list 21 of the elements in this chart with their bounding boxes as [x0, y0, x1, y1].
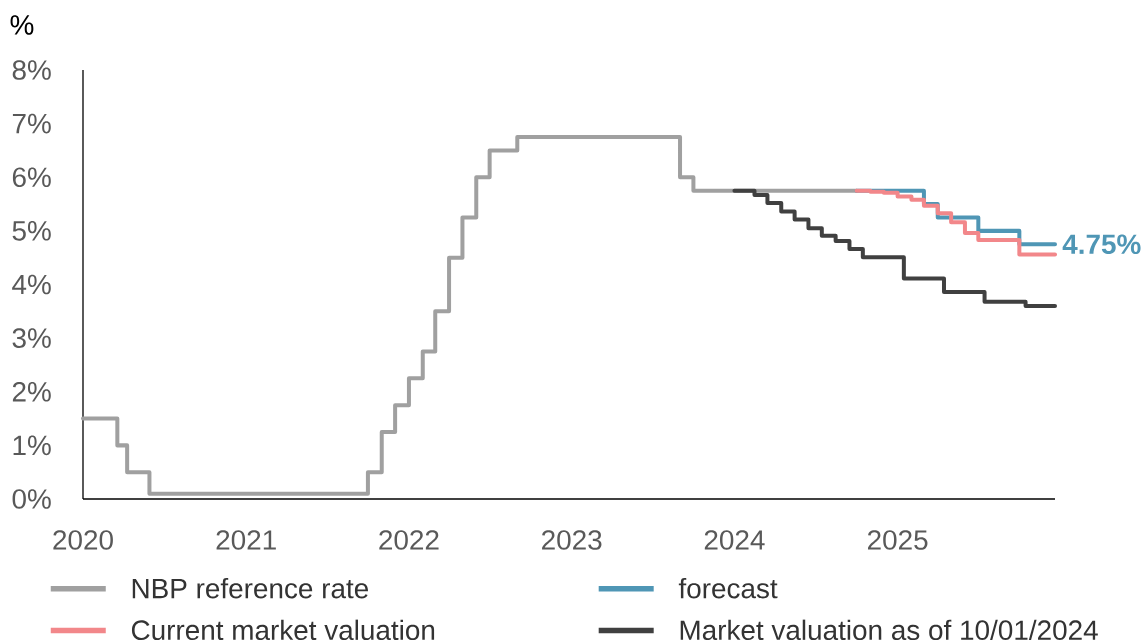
x-tick-label: 2020 [53, 530, 113, 550]
x-tick-label: 2025 [868, 530, 928, 550]
legend-label: NBP reference rate [132, 577, 368, 599]
legend-label: Market valuation as of 10/01/2024 [680, 619, 1098, 641]
y-tick-label: 8% [12, 60, 51, 80]
y-tick-label: 2% [12, 381, 51, 402]
x-tick-label: 2023 [542, 530, 602, 550]
y-tick-label: 5% [12, 221, 51, 241]
y-axis-title: % [10, 15, 34, 35]
y-tick-label: 0% [12, 489, 51, 509]
y-tick-label: 3% [12, 328, 51, 348]
legend-label: forecast [678, 577, 778, 599]
y-tick-label: 1% [13, 435, 51, 456]
x-tick-label: 2024 [704, 530, 765, 550]
y-tick-label: 4% [12, 274, 51, 295]
y-tick-label: 7% [12, 113, 51, 134]
data-label: 4.75% [1062, 234, 1141, 255]
legend-label: Current market valuation [131, 619, 435, 641]
x-tick-label: 2021 [216, 530, 276, 550]
x-tick-label: 2022 [379, 530, 439, 550]
y-tick-label: 6% [12, 167, 51, 188]
